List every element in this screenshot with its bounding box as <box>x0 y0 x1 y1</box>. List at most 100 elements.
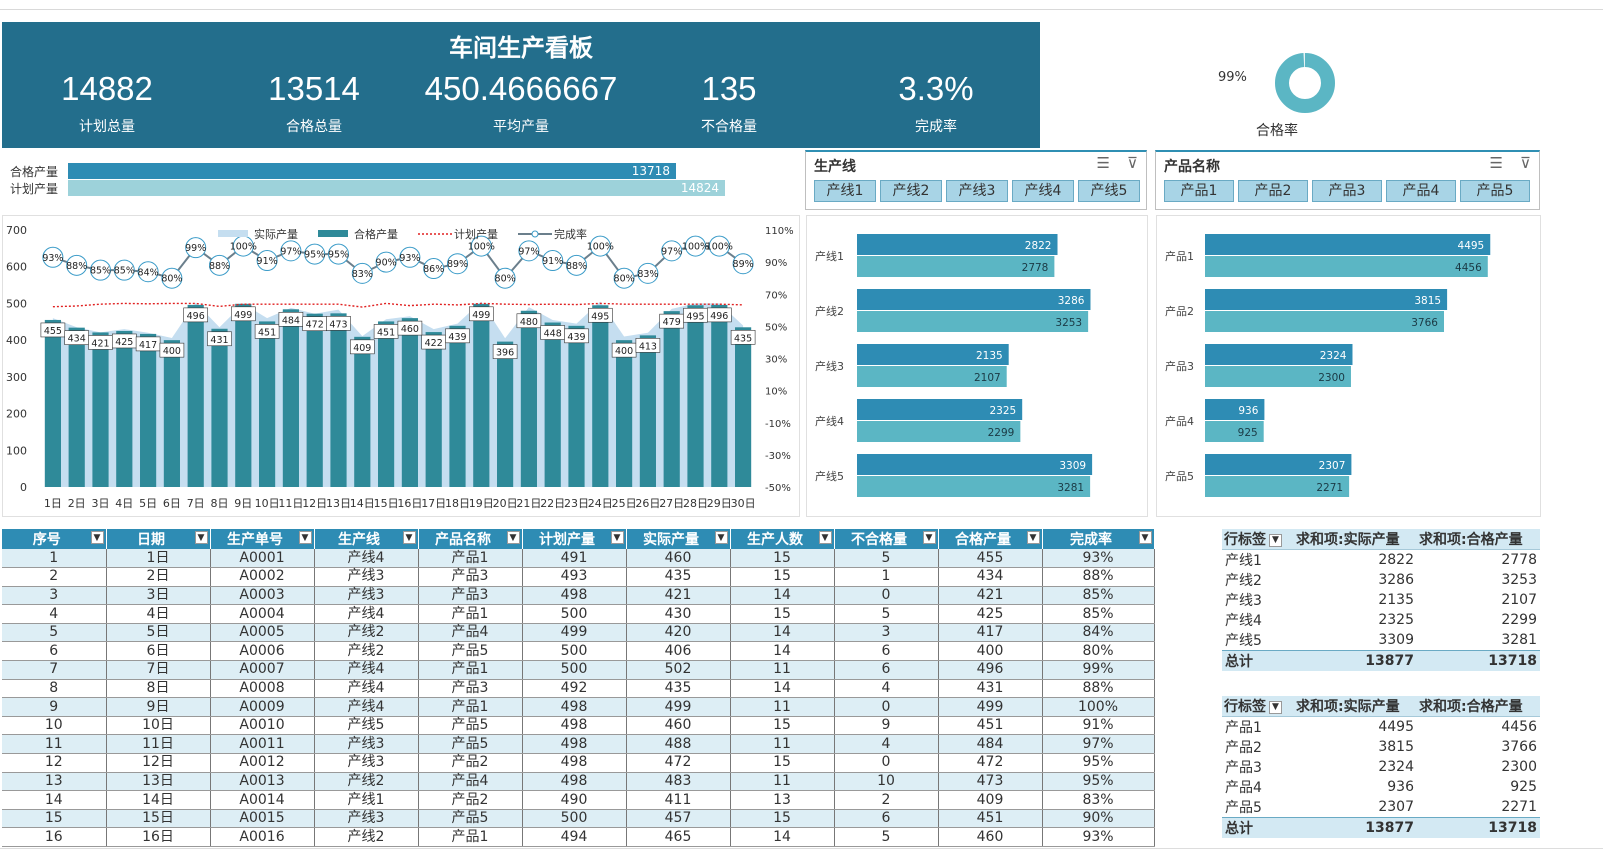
row-label-filter-icon[interactable]: ▼ <box>1269 533 1282 547</box>
table-cell[interactable]: 产线2 <box>314 623 419 643</box>
pivot-cell[interactable]: 2299 <box>1501 612 1537 628</box>
pivot-cell[interactable]: 3815 <box>1378 739 1414 755</box>
table-cell[interactable]: 产线2 <box>314 827 419 847</box>
table-cell[interactable]: 产品2 <box>418 753 523 773</box>
table-cell[interactable]: 483 <box>626 772 731 792</box>
table-cell[interactable]: 85% <box>1042 604 1155 624</box>
table-cell[interactable]: 产品1 <box>418 697 523 717</box>
table-cell[interactable]: 99% <box>1042 660 1155 680</box>
table-cell[interactable]: 500 <box>522 660 627 680</box>
slicer-item-product2[interactable]: 产品2 <box>1238 180 1308 202</box>
clear-filter-icon[interactable]: ⊽ <box>1520 154 1531 172</box>
table-cell[interactable]: 产品3 <box>418 586 523 606</box>
table-cell[interactable]: 451 <box>938 716 1043 736</box>
slicer-item-product5[interactable]: 产品5 <box>1460 180 1530 202</box>
table-cell[interactable]: A0012 <box>210 753 315 773</box>
table-cell[interactable]: 产线3 <box>314 809 419 829</box>
filter-dropdown-icon[interactable]: ▼ <box>1026 531 1040 544</box>
table-cell[interactable]: 14 <box>730 641 835 662</box>
pivot-cell[interactable]: 总计 <box>1222 817 1294 838</box>
table-cell[interactable]: 8日 <box>106 679 211 699</box>
table-cell[interactable]: 500 <box>522 641 627 662</box>
table-cell[interactable]: 498 <box>522 697 627 717</box>
table-cell[interactable]: 420 <box>626 623 731 643</box>
table-cell[interactable]: A0009 <box>210 697 315 717</box>
pivot-cell[interactable]: 产线3 <box>1225 593 1262 609</box>
slicer-item-product1[interactable]: 产品1 <box>1164 180 1234 202</box>
pivot-cell[interactable]: 产线4 <box>1225 613 1262 629</box>
table-cell[interactable]: 11 <box>730 734 835 755</box>
table-cell[interactable]: 14日 <box>106 790 211 810</box>
table-cell[interactable]: 16日 <box>106 827 211 847</box>
column-header[interactable]: 生产人数 ▼ <box>730 529 835 549</box>
table-cell[interactable]: 490 <box>522 790 627 810</box>
slicer-item-line1[interactable]: 产线1 <box>814 180 876 202</box>
table-cell[interactable]: 460 <box>626 716 731 736</box>
table-cell[interactable]: A0001 <box>210 549 315 569</box>
table-cell[interactable]: 15 <box>730 604 835 624</box>
pivot-cell[interactable]: 2271 <box>1501 799 1537 815</box>
pivot-cell[interactable]: 2325 <box>1378 612 1414 628</box>
table-cell[interactable]: 431 <box>938 679 1043 699</box>
table-cell[interactable]: A0007 <box>210 660 315 680</box>
column-header[interactable]: 日期 ▼ <box>106 529 211 549</box>
filter-dropdown-icon[interactable]: ▼ <box>714 531 728 544</box>
column-header[interactable]: 计划产量 ▼ <box>522 529 627 549</box>
table-cell[interactable]: 15 <box>2 809 107 829</box>
table-cell[interactable]: 488 <box>626 734 731 755</box>
pivot-cell[interactable]: 4456 <box>1501 719 1537 735</box>
table-cell[interactable]: 451 <box>938 809 1043 829</box>
pivot-cell[interactable]: 产品4 <box>1225 780 1262 796</box>
clear-filter-icon[interactable]: ⊽ <box>1127 154 1138 172</box>
table-cell[interactable]: 85% <box>1042 586 1155 606</box>
slicer-item-line3[interactable]: 产线3 <box>946 180 1008 202</box>
pivot-cell[interactable]: 936 <box>1387 779 1414 795</box>
table-cell[interactable]: A0013 <box>210 772 315 792</box>
table-cell[interactable]: 产品5 <box>418 641 523 662</box>
table-cell[interactable]: 14 <box>730 623 835 643</box>
pivot-cell[interactable]: 2778 <box>1501 552 1537 568</box>
table-cell[interactable]: 6 <box>834 660 939 680</box>
pivot-cell[interactable]: 产线2 <box>1225 573 1262 589</box>
table-cell[interactable]: 84% <box>1042 623 1155 643</box>
pivot-cell[interactable]: 产品3 <box>1225 760 1262 776</box>
pivot-cell[interactable]: 2107 <box>1501 592 1537 608</box>
table-cell[interactable]: 83% <box>1042 790 1155 810</box>
filter-dropdown-icon[interactable]: ▼ <box>1138 531 1152 544</box>
table-cell[interactable]: 3日 <box>106 586 211 606</box>
table-cell[interactable]: 产品4 <box>418 623 523 643</box>
table-cell[interactable]: A0004 <box>210 604 315 624</box>
table-cell[interactable]: 产线2 <box>314 772 419 792</box>
table-cell[interactable]: 产线3 <box>314 734 419 755</box>
table-cell[interactable]: 产线3 <box>314 567 419 587</box>
table-cell[interactable]: 93% <box>1042 549 1155 569</box>
pivot-cell[interactable]: 2307 <box>1378 799 1414 815</box>
table-cell[interactable]: 产线2 <box>314 641 419 662</box>
column-header[interactable]: 产品名称 ▼ <box>418 529 523 549</box>
slicer-item-product4[interactable]: 产品4 <box>1386 180 1456 202</box>
pivot-cell[interactable]: 产品2 <box>1225 740 1262 756</box>
table-cell[interactable]: 465 <box>626 827 731 847</box>
table-cell[interactable]: 97% <box>1042 734 1155 755</box>
table-cell[interactable]: 3 <box>2 586 107 606</box>
table-cell[interactable]: 产品5 <box>418 734 523 755</box>
table-cell[interactable]: 0 <box>834 753 939 773</box>
table-cell[interactable]: 3 <box>834 623 939 643</box>
table-cell[interactable]: 498 <box>522 734 627 755</box>
table-cell[interactable]: 产线1 <box>314 790 419 810</box>
table-cell[interactable]: 4 <box>2 604 107 624</box>
table-cell[interactable]: 11 <box>2 734 107 755</box>
table-cell[interactable]: 2 <box>2 567 107 587</box>
table-cell[interactable]: A0002 <box>210 567 315 587</box>
table-cell[interactable]: 14 <box>730 679 835 699</box>
table-cell[interactable]: 491 <box>522 549 627 569</box>
column-header[interactable]: 生产单号 ▼ <box>210 529 315 549</box>
table-cell[interactable]: 7日 <box>106 660 211 680</box>
table-cell[interactable]: 5 <box>834 604 939 624</box>
pivot-cell[interactable]: 3309 <box>1378 632 1414 648</box>
table-cell[interactable]: 498 <box>522 753 627 773</box>
table-cell[interactable]: 11日 <box>106 734 211 755</box>
filter-dropdown-icon[interactable]: ▼ <box>506 531 520 544</box>
pivot-cell[interactable]: 3281 <box>1501 632 1537 648</box>
table-cell[interactable]: 产品1 <box>418 604 523 624</box>
